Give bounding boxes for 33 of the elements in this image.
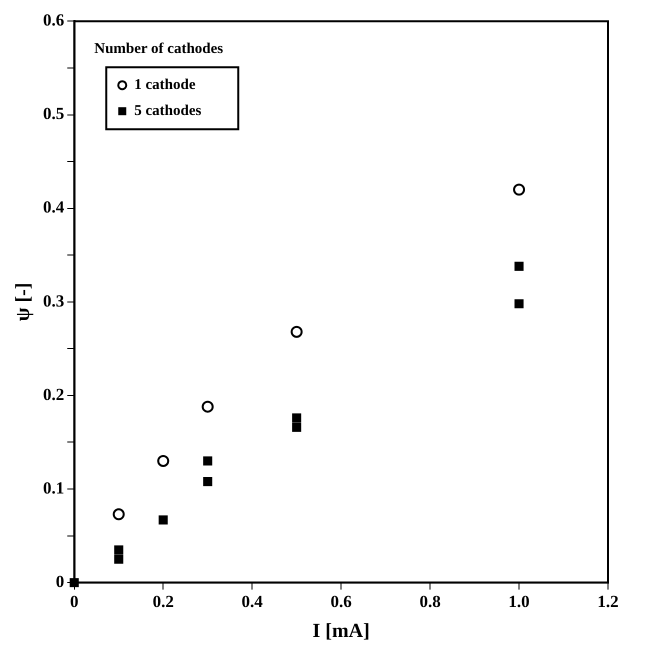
x-axis-title: I [mA] [312,620,370,642]
y-tick-label: 0.5 [43,104,64,124]
point [514,262,524,271]
x-tick-label: 0 [70,592,78,612]
point [112,508,125,520]
y-axis-title: ψ [-] [12,282,34,322]
x-tick-label: 1.2 [597,592,619,612]
x-tick-label: 0.2 [152,592,174,612]
legend-label: 5 cathodes [134,103,202,120]
point [513,184,526,196]
legend-label: 1 cathode [134,77,196,94]
point [114,545,124,554]
point [203,477,212,486]
point [203,456,212,466]
point [114,554,124,564]
x-tick-label: 0.8 [419,592,441,612]
point [292,413,302,422]
x-tick-label: 0.4 [242,592,264,612]
point [290,326,303,338]
point [292,422,302,432]
y-tick-label: 0.2 [43,384,64,404]
y-tick-label: 0 [56,572,64,591]
point [514,299,524,308]
point [202,400,214,413]
y-tick-label: 0.1 [43,478,64,498]
y-tick-label: 0.6 [43,10,64,30]
x-tick-label: 0.6 [330,592,352,612]
y-tick-label: 0.3 [43,291,64,310]
legend-title: Number of cathodes [94,41,224,58]
point [157,454,170,467]
x-tick-label: 1.0 [508,592,530,612]
point [158,515,168,524]
y-tick-label: 0.4 [43,198,65,217]
